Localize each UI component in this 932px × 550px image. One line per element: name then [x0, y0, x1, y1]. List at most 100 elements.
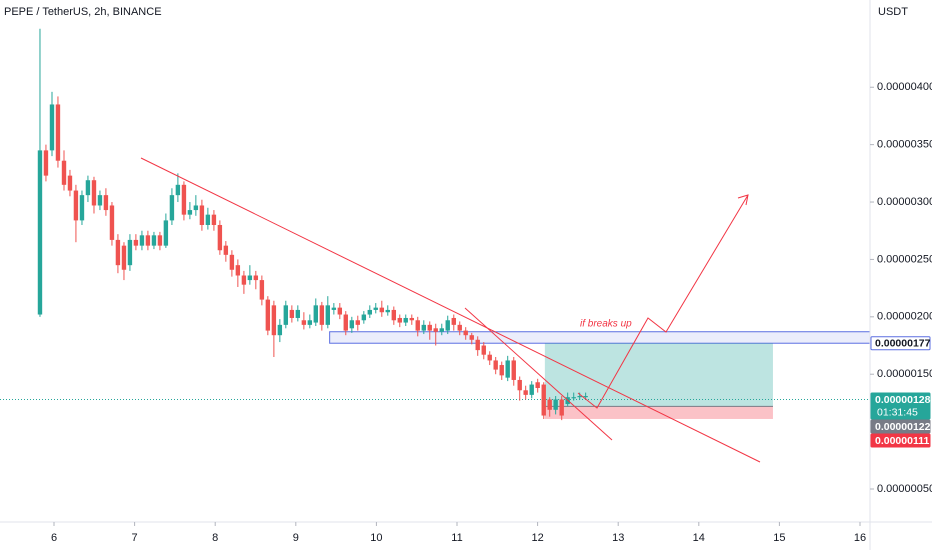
- price-label-text: 0.00000177: [875, 338, 931, 350]
- candle-body: [61, 160, 67, 185]
- price-label-text: 0.00000128: [875, 394, 931, 406]
- candle-body: [379, 307, 385, 313]
- y-tick-label: 0.00000350: [877, 139, 932, 151]
- candle-body: [49, 104, 55, 151]
- candle-body: [505, 360, 510, 378]
- candle-body: [541, 384, 546, 416]
- candle-body: [583, 396, 588, 398]
- candle-body: [157, 235, 163, 246]
- candle-body: [415, 320, 420, 331]
- y-tick-label: 0.00000050: [877, 483, 932, 495]
- trendline: [464, 307, 613, 441]
- x-tick-label: 15: [773, 532, 785, 544]
- candle-body: [475, 339, 480, 351]
- trendline: [140, 157, 761, 463]
- x-tick-label: 11: [451, 532, 462, 544]
- candle-body: [139, 235, 145, 246]
- candle-body: [511, 360, 516, 380]
- candle-body: [499, 365, 504, 376]
- candle-body: [487, 354, 492, 361]
- y-tick-label: 0.00000150: [877, 368, 932, 380]
- candle-body: [241, 275, 247, 285]
- price-label-text: 0.00000111: [875, 435, 929, 447]
- candle-body: [271, 305, 277, 336]
- candle-body: [523, 390, 528, 395]
- candle-body: [181, 184, 187, 215]
- candle-body: [91, 180, 97, 206]
- candle-body: [187, 210, 193, 215]
- candle-body: [307, 320, 313, 325]
- candle-body: [439, 328, 444, 332]
- candle-body: [289, 309, 295, 318]
- x-tick-label: 10: [370, 532, 382, 544]
- candle-body: [199, 205, 205, 225]
- x-tick-label: 14: [693, 532, 705, 544]
- candle-body: [457, 324, 462, 331]
- candle-body: [571, 397, 576, 399]
- candle-body: [67, 175, 73, 191]
- x-tick-label: 13: [612, 532, 624, 544]
- candle-body: [253, 275, 259, 281]
- candle-body: [337, 307, 343, 315]
- price-label: [870, 392, 931, 420]
- price-label: [870, 336, 931, 351]
- candle-body: [529, 384, 534, 395]
- y-tick-label: 0.00000200: [877, 311, 932, 323]
- candle-body: [301, 320, 307, 325]
- candle-body: [265, 299, 271, 331]
- candle-body: [367, 309, 372, 315]
- candle-body: [421, 324, 426, 331]
- candle-body: [151, 235, 157, 246]
- x-tick-label: 16: [854, 532, 866, 544]
- candle-body: [313, 305, 318, 323]
- price-label: [870, 419, 931, 434]
- candle-body: [325, 305, 331, 325]
- candle-body: [109, 205, 115, 240]
- candle-body: [343, 314, 348, 331]
- candle-body: [409, 317, 414, 321]
- price-label-text: 0.00000122: [875, 421, 931, 433]
- candle-body: [103, 195, 109, 211]
- y-tick-label: 0.00000300: [877, 196, 932, 208]
- candle-body: [247, 275, 253, 281]
- projection-arrow: [577, 194, 749, 409]
- candle-body: [445, 320, 450, 331]
- candle-body: [43, 150, 49, 176]
- candle-body: [277, 324, 283, 336]
- candle-body: [205, 214, 211, 225]
- candle-body: [193, 205, 199, 211]
- candle-body: [517, 379, 522, 391]
- candle-body: [397, 317, 402, 323]
- candle-body: [85, 180, 91, 196]
- candle-body: [133, 239, 139, 246]
- candle-body: [79, 195, 85, 221]
- x-tick-label: 9: [293, 532, 299, 544]
- candle-body: [385, 309, 390, 313]
- candle-body: [223, 245, 229, 255]
- candle-body: [577, 396, 582, 398]
- arrow-head: [737, 194, 749, 206]
- candle-body: [481, 345, 486, 355]
- candle-body: [469, 335, 474, 340]
- candle-body: [229, 254, 235, 270]
- candle-body: [559, 399, 564, 416]
- candle-body: [169, 195, 175, 221]
- x-tick-label: 8: [212, 532, 218, 544]
- candle-body: [451, 317, 456, 325]
- candle-body: [535, 382, 540, 388]
- countdown: 01:31:45: [877, 406, 918, 418]
- candle-body: [127, 239, 133, 266]
- candle-body: [373, 307, 378, 310]
- candle-body: [145, 235, 151, 246]
- candle-body: [391, 309, 397, 321]
- candle-body: [361, 314, 367, 321]
- candle-body: [493, 360, 498, 370]
- candle-body: [55, 104, 61, 161]
- candle-body: [553, 399, 558, 410]
- candle-body: [349, 320, 355, 329]
- candle-body: [73, 190, 79, 221]
- candle-body: [283, 305, 289, 325]
